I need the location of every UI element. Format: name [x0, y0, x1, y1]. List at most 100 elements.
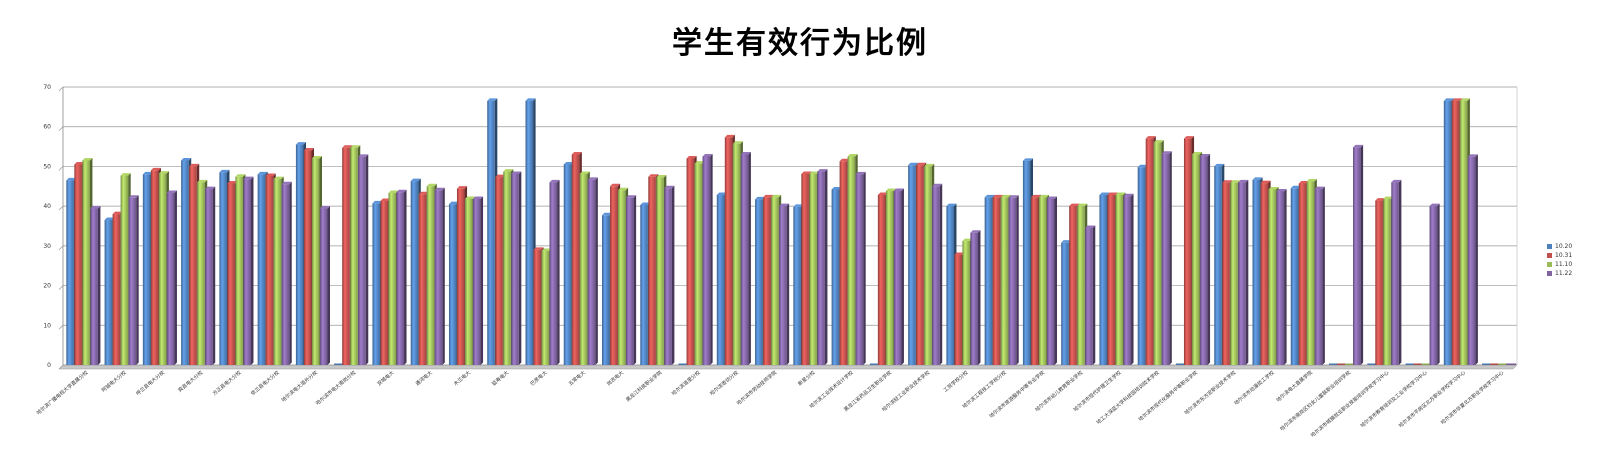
category-labels: 哈尔滨广播电视大学直属分校 阿城电大分校 呼兰县电大分校 宾县电大分校 方正县电大分校依… — [35, 369, 1505, 439]
bar — [1008, 195, 1019, 365]
bar — [281, 181, 292, 365]
category-label: 哈尔滨市劳动技师学院 — [735, 369, 778, 407]
category-label: 呼兰县电大分校 — [135, 369, 166, 397]
bar — [702, 154, 713, 365]
bar — [1314, 186, 1325, 365]
bar — [319, 206, 331, 365]
bar-layer — [66, 98, 1517, 366]
chart-title: 学生有效行为比例 — [672, 26, 928, 61]
category-label: 宾县电大分校 — [177, 369, 204, 394]
bar — [678, 363, 689, 365]
bar — [1482, 363, 1493, 365]
category-label: 哈尔滨市动漫技工学校 — [1233, 369, 1276, 407]
bar — [587, 177, 598, 365]
category-label: 哈尔滨市南岗区妇女儿童联职业培训学校 — [1279, 369, 1352, 432]
legend-item: 10.20 — [1547, 243, 1572, 250]
category-label: 哈尔滨市教育培训及工业学校学习中心 — [1359, 369, 1429, 429]
category-label: 哈尔滨市城镇就业职业技能培训学校学习中心 — [1309, 369, 1390, 439]
category-label: 哈尔滨市平房区北方职业学校学习中心 — [1397, 369, 1467, 429]
bar — [1337, 363, 1348, 365]
legend-swatch — [1547, 262, 1552, 267]
category-label: 哈尔滨广播电视大学直属分校 — [35, 369, 89, 416]
bar — [817, 169, 828, 365]
bar — [166, 190, 177, 365]
legend-item: 10.31 — [1547, 252, 1572, 259]
bar — [358, 154, 369, 365]
category-label: 工贸学校分校 — [942, 369, 969, 394]
bar — [90, 206, 101, 365]
legend-item: 11.22 — [1547, 270, 1572, 277]
bar — [855, 171, 866, 365]
legend-label: 11.10 — [1555, 261, 1572, 268]
category-label: 延寿电大 — [490, 369, 510, 387]
category-label: 尚志电大 — [605, 369, 625, 387]
bar — [1345, 363, 1356, 365]
y-tick-label: 0 — [47, 362, 51, 369]
category-label: 哈尔滨电大直属学院 — [1275, 369, 1314, 403]
bar — [1391, 179, 1402, 365]
legend-label: 10.31 — [1555, 252, 1572, 259]
bar — [549, 179, 560, 365]
bar — [970, 230, 981, 365]
bar — [1467, 154, 1478, 365]
bar — [1498, 363, 1509, 365]
bar — [1405, 363, 1416, 365]
bar — [740, 152, 751, 365]
y-tick-label: 50 — [43, 163, 51, 170]
bar — [128, 195, 139, 365]
bar — [1367, 363, 1378, 365]
bar — [434, 187, 445, 365]
y-tick-label: 40 — [43, 203, 51, 210]
category-label: 哈尔滨市现代化服务中等职业学校 — [1137, 369, 1199, 423]
y-tick-label: 20 — [43, 283, 51, 290]
bar — [664, 185, 675, 365]
bar — [1085, 225, 1096, 365]
bar — [932, 183, 943, 365]
bar — [1161, 151, 1172, 365]
bar — [893, 188, 904, 365]
category-label: 木兰电大 — [452, 369, 472, 387]
bar — [779, 203, 790, 365]
bar — [1490, 363, 1501, 365]
y-tick-label: 10 — [43, 322, 51, 329]
category-label: 哈尔滨道里分校 — [670, 369, 701, 397]
y-tick-label: 30 — [43, 243, 51, 250]
bar — [1046, 196, 1058, 365]
bar — [1429, 203, 1440, 365]
legend-swatch — [1547, 244, 1552, 249]
floor — [58, 364, 1518, 370]
bar — [626, 195, 637, 365]
legend-swatch — [1547, 253, 1552, 258]
y-tick-label: 60 — [43, 124, 51, 131]
bar — [243, 176, 254, 365]
category-label: 哈尔滨电大道外分校 — [280, 369, 319, 403]
category-label: 依兰县电大分校 — [249, 369, 280, 397]
bar — [1353, 144, 1364, 365]
bar — [1421, 363, 1432, 365]
category-label: 通河电大 — [414, 369, 434, 387]
legend-swatch — [1547, 271, 1552, 276]
bar — [334, 363, 345, 365]
category-label: 哈尔滨香坊分校 — [709, 369, 740, 397]
bar — [1506, 363, 1517, 365]
category-label: 方正县电大分校 — [211, 369, 242, 397]
bar — [1276, 188, 1287, 365]
legend-item: 11.10 — [1547, 261, 1572, 268]
category-label: 阿城电大分校 — [100, 369, 127, 394]
bar — [511, 171, 522, 365]
bar — [1123, 193, 1134, 365]
bar — [869, 363, 880, 365]
category-label: 哈尔滨市华夏北方职业学校学习中心 — [1439, 369, 1505, 426]
legend-label: 10.20 — [1555, 243, 1572, 250]
category-label: 哈尔滨市电大南岗分校 — [314, 369, 357, 407]
bar — [1175, 363, 1187, 365]
category-label: 双城电大 — [376, 369, 396, 387]
legend: 10.20 10.31 11.10 11.22 — [1547, 243, 1572, 277]
bar — [1329, 363, 1340, 365]
bar — [472, 196, 484, 365]
axis-layer: 0 10 20 30 40 50 60 70 — [43, 84, 1518, 369]
bar — [1199, 154, 1211, 365]
y-tick-label: 70 — [43, 84, 51, 91]
bar — [1238, 179, 1249, 365]
